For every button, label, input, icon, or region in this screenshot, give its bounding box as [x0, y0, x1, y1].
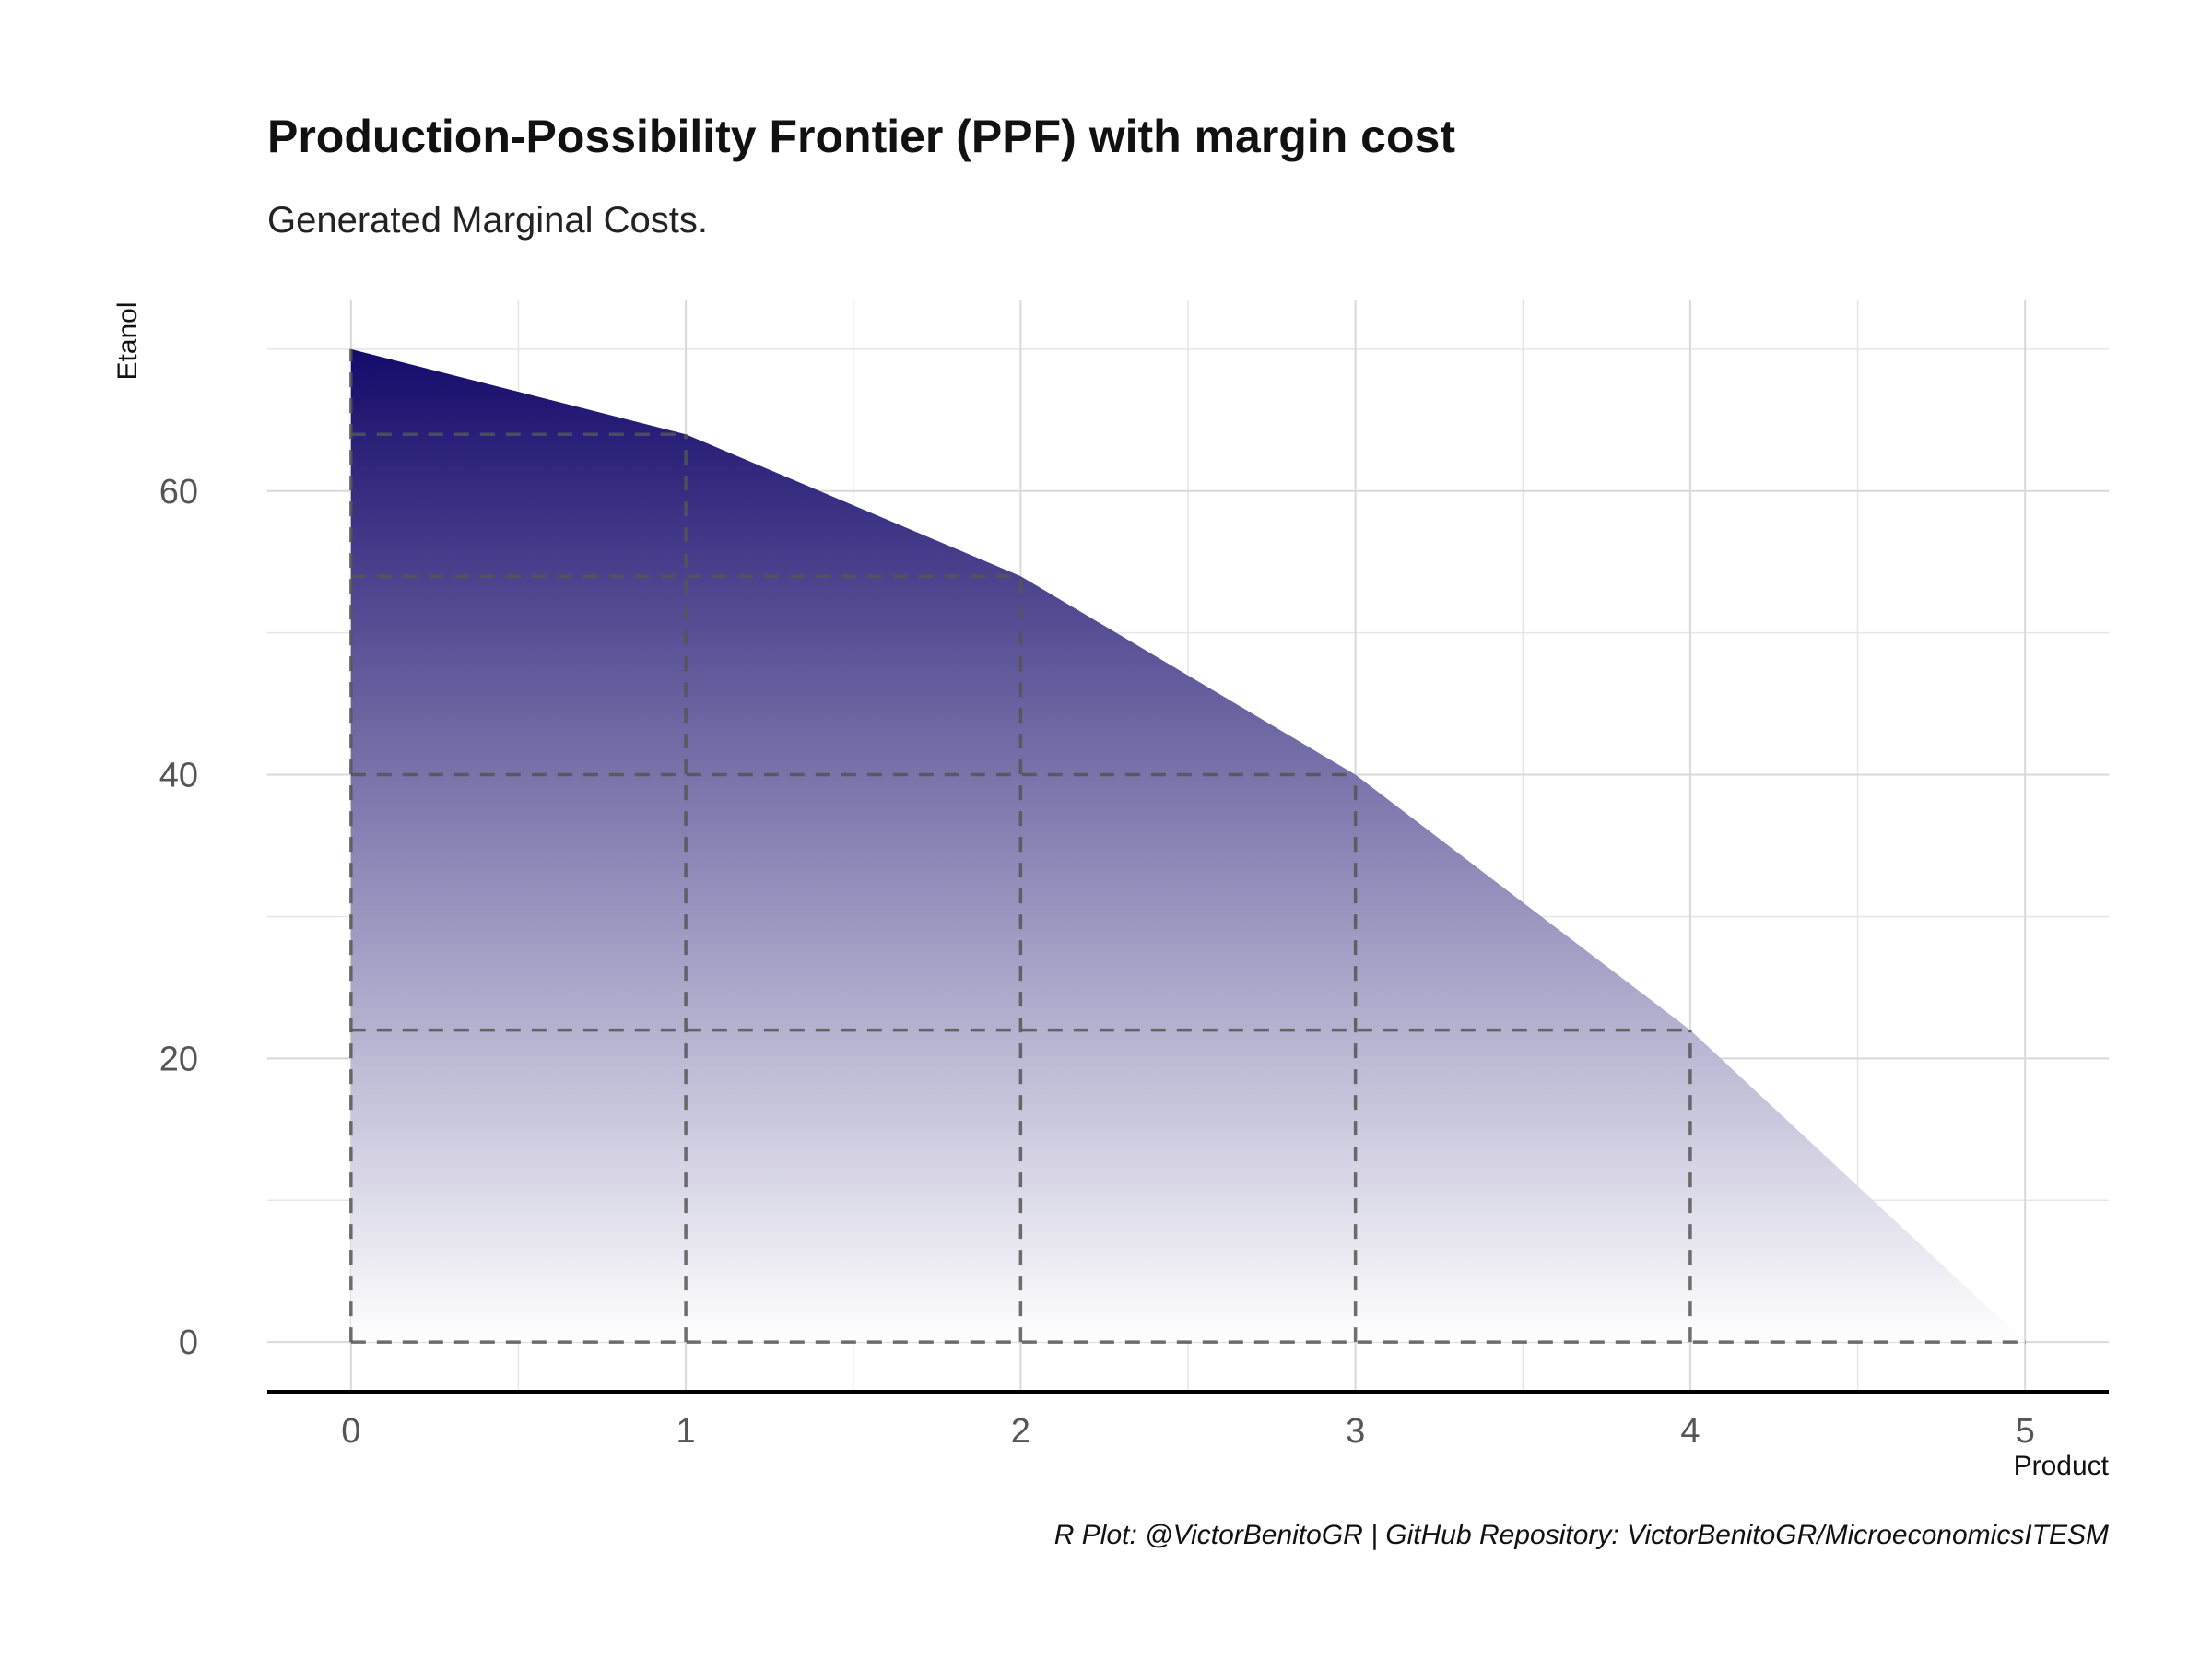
ppf-area [350, 348, 2026, 1343]
axes: 0 1 2 3 4 5 0 20 40 60 [159, 473, 2109, 1451]
ppf-area-layer [350, 348, 2026, 1343]
chart-subtitle: Generated Marginal Costs. [267, 200, 708, 241]
x-tick-label: 3 [1346, 1412, 1365, 1451]
y-axis-label: Etanol [112, 301, 143, 380]
x-tick-label: 2 [1011, 1412, 1030, 1451]
x-tick-label: 4 [1680, 1412, 1700, 1451]
y-tick-label: 20 [159, 1040, 198, 1078]
x-tick-label: 5 [2016, 1412, 2035, 1451]
x-tick-label: 1 [677, 1412, 696, 1451]
guide-lines [349, 348, 2026, 1344]
chart-caption: R Plot: @VictorBenitoGR | GitHub Reposit… [1054, 1520, 2109, 1550]
y-tick-label: 0 [179, 1324, 198, 1362]
y-tick-label: 60 [159, 473, 198, 512]
y-tick-label: 40 [159, 757, 198, 795]
x-axis-label: Product [2014, 1451, 2110, 1481]
chart-title: Production-Possibility Frontier (PPF) wi… [267, 111, 1455, 162]
x-tick-label: 0 [341, 1412, 360, 1451]
